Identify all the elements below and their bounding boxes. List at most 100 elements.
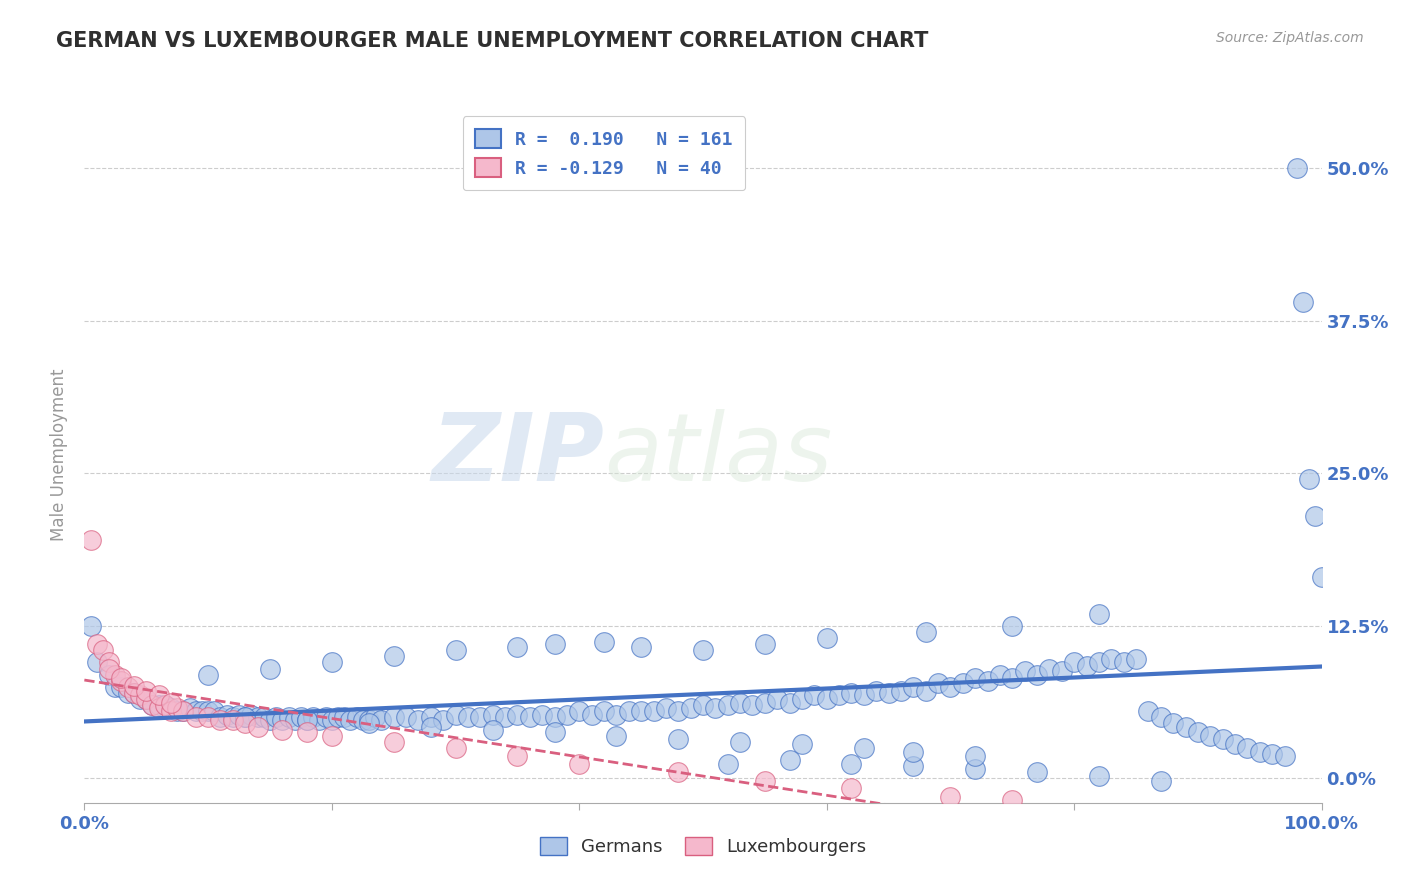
- Point: [841, 756, 863, 771]
- Point: [1088, 607, 1111, 621]
- Point: [290, 710, 312, 724]
- Point: [965, 749, 987, 764]
- Point: [976, 673, 998, 688]
- Point: [952, 676, 974, 690]
- Point: [643, 704, 665, 718]
- Point: [444, 740, 467, 755]
- Point: [1099, 652, 1122, 666]
- Point: [222, 710, 245, 724]
- Point: [295, 725, 318, 739]
- Point: [166, 700, 188, 714]
- Point: [246, 710, 269, 724]
- Point: [419, 720, 441, 734]
- Point: [1236, 740, 1258, 755]
- Point: [903, 680, 925, 694]
- Point: [666, 732, 689, 747]
- Point: [890, 683, 912, 698]
- Point: [593, 634, 616, 648]
- Point: [852, 740, 875, 755]
- Point: [184, 710, 207, 724]
- Point: [357, 716, 380, 731]
- Point: [129, 689, 152, 703]
- Point: [1199, 729, 1222, 743]
- Point: [779, 696, 801, 710]
- Point: [357, 713, 380, 727]
- Point: [1305, 508, 1327, 523]
- Point: [1050, 664, 1073, 678]
- Point: [1026, 765, 1049, 780]
- Point: [543, 710, 565, 724]
- Point: [321, 729, 343, 743]
- Point: [179, 700, 201, 714]
- Point: [543, 637, 565, 651]
- Point: [1223, 737, 1246, 751]
- Point: [308, 713, 330, 727]
- Point: [153, 698, 176, 713]
- Point: [1112, 656, 1135, 670]
- Point: [1292, 295, 1315, 310]
- Point: [160, 704, 183, 718]
- Point: [382, 649, 405, 664]
- Point: [148, 698, 170, 713]
- Point: [321, 713, 343, 727]
- Point: [655, 700, 678, 714]
- Point: [1001, 619, 1024, 633]
- Point: [717, 698, 740, 713]
- Point: [326, 710, 349, 724]
- Point: [1038, 661, 1060, 675]
- Point: [141, 698, 163, 713]
- Point: [382, 710, 405, 724]
- Point: [172, 704, 194, 718]
- Point: [135, 683, 157, 698]
- Point: [666, 704, 689, 718]
- Point: [1298, 472, 1320, 486]
- Point: [209, 713, 232, 727]
- Point: [481, 723, 503, 737]
- Point: [202, 704, 225, 718]
- Text: atlas: atlas: [605, 409, 832, 500]
- Point: [233, 716, 256, 731]
- Point: [939, 789, 962, 804]
- Point: [815, 631, 838, 645]
- Point: [914, 624, 936, 639]
- Point: [704, 700, 727, 714]
- Point: [184, 704, 207, 718]
- Point: [506, 707, 529, 722]
- Point: [965, 671, 987, 685]
- Point: [86, 656, 108, 670]
- Point: [666, 765, 689, 780]
- Point: [728, 735, 751, 749]
- Point: [295, 713, 318, 727]
- Point: [419, 710, 441, 724]
- Point: [197, 710, 219, 724]
- Point: [382, 735, 405, 749]
- Point: [117, 686, 139, 700]
- Text: ZIP: ZIP: [432, 409, 605, 501]
- Point: [1001, 793, 1024, 807]
- Point: [1261, 747, 1284, 761]
- Point: [568, 756, 591, 771]
- Point: [692, 643, 714, 657]
- Point: [321, 656, 343, 670]
- Point: [79, 619, 101, 633]
- Point: [470, 710, 492, 724]
- Point: [728, 696, 751, 710]
- Point: [1088, 656, 1111, 670]
- Point: [98, 656, 121, 670]
- Point: [79, 533, 101, 548]
- Legend: Germans, Luxembourgers: Germans, Luxembourgers: [533, 830, 873, 863]
- Point: [717, 756, 740, 771]
- Point: [617, 704, 640, 718]
- Point: [110, 680, 132, 694]
- Point: [790, 692, 813, 706]
- Point: [1014, 664, 1036, 678]
- Point: [197, 667, 219, 681]
- Point: [153, 698, 176, 713]
- Point: [779, 753, 801, 767]
- Point: [1137, 704, 1160, 718]
- Point: [277, 710, 299, 724]
- Point: [1150, 710, 1173, 724]
- Point: [692, 698, 714, 713]
- Point: [927, 676, 949, 690]
- Point: [370, 713, 392, 727]
